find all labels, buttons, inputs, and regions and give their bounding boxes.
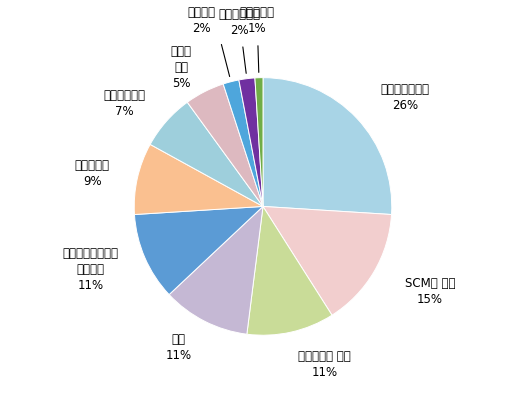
Wedge shape <box>263 207 391 315</box>
Text: 企画・事業統括・
業務革新
11%: 企画・事業統括・ 業務革新 11% <box>63 247 119 292</box>
Wedge shape <box>255 79 263 207</box>
Wedge shape <box>247 207 332 335</box>
Wedge shape <box>187 85 263 207</box>
Wedge shape <box>150 103 263 207</box>
Text: 設計開発
2%: 設計開発 2% <box>187 6 215 35</box>
Text: 保守サービス
2%: 保守サービス 2% <box>219 8 260 36</box>
Text: 社長・役員
9%: 社長・役員 9% <box>75 158 109 187</box>
Text: 調達購買・ 資材
11%: 調達購買・ 資材 11% <box>298 349 351 378</box>
Wedge shape <box>169 207 263 334</box>
Wedge shape <box>134 145 263 215</box>
Text: 情報システム
7%: 情報システム 7% <box>103 89 145 118</box>
Text: 生産・生産管理
26%: 生産・生産管理 26% <box>380 83 429 111</box>
Text: SCM･ 物流
15%: SCM･ 物流 15% <box>405 276 456 305</box>
Wedge shape <box>135 207 263 295</box>
Text: 総務等
管理
5%: 総務等 管理 5% <box>170 45 191 90</box>
Wedge shape <box>223 81 263 207</box>
Text: 設備・保全
1%: 設備・保全 1% <box>240 6 275 35</box>
Wedge shape <box>239 79 263 207</box>
Wedge shape <box>263 79 392 215</box>
Text: 営業
11%: 営業 11% <box>166 332 191 361</box>
